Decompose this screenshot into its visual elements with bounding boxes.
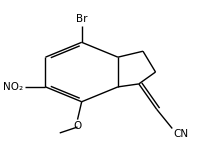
Text: Br: Br	[76, 14, 87, 24]
Text: CN: CN	[173, 129, 188, 140]
Text: O: O	[73, 121, 82, 130]
Text: NO₂: NO₂	[3, 82, 23, 92]
